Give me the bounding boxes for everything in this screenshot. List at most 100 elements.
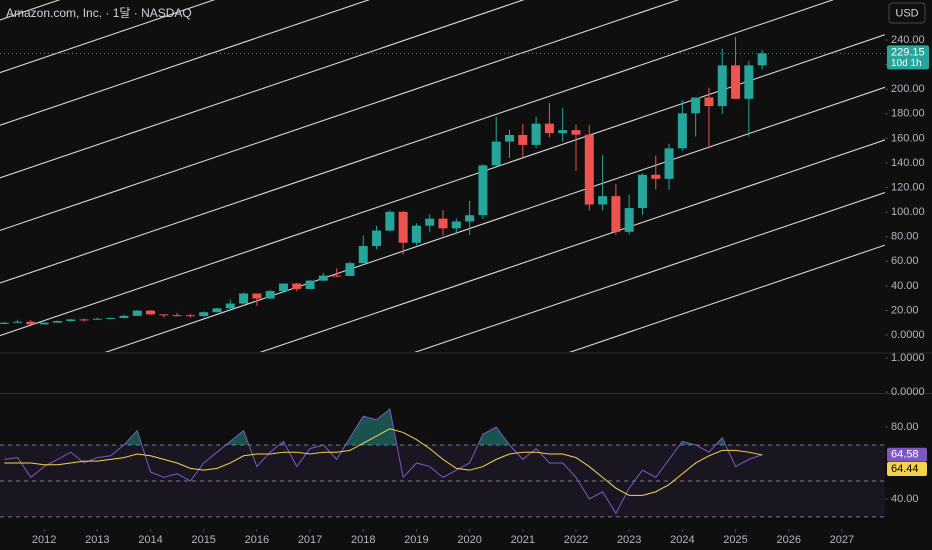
x-tick-label: 2026 [776, 534, 800, 546]
candle-body [717, 65, 727, 107]
rsi-line [4, 428, 763, 496]
x-tick-label: 2012 [32, 534, 56, 546]
candle-body [146, 310, 156, 315]
candle-body [79, 319, 89, 321]
x-tick-label: 2019 [404, 534, 428, 546]
candle-body [278, 283, 288, 292]
value-badge [887, 447, 927, 462]
y-tick-label: 240.00 [891, 34, 925, 46]
symbol-title: Amazon.com, Inc. · 1달 · NASDAQ [6, 6, 192, 20]
candle-body [651, 174, 661, 179]
value-badge-label: 64.58 [891, 449, 919, 461]
y-tick-label: 80.00 [891, 231, 919, 243]
trend-channel-line [104, 86, 885, 352]
candle-body [292, 283, 302, 289]
currency-button-label[interactable]: USD [895, 7, 918, 19]
candle-body [438, 218, 448, 229]
candle-body [677, 113, 687, 149]
candle-body [398, 211, 408, 243]
candle-body [106, 317, 116, 319]
x-tick-label: 2017 [298, 534, 322, 546]
trend-channel-line [0, 0, 680, 231]
y-tick-label: 120.00 [891, 181, 925, 193]
x-tick-label: 2022 [564, 534, 588, 546]
candle-body [318, 275, 328, 281]
candle-body [611, 196, 621, 232]
candle-body [119, 315, 129, 318]
y-tick-label: 80.00 [891, 421, 919, 433]
x-tick-label: 2023 [617, 534, 641, 546]
y-tick-label: 0.0000 [891, 329, 925, 341]
candle-body [637, 174, 647, 209]
candle-body [411, 225, 421, 243]
candle-body [199, 312, 209, 316]
candle-body [26, 321, 36, 325]
candle-body [531, 123, 541, 145]
candle-body [518, 134, 528, 145]
candle-body [385, 211, 395, 231]
candle-body [172, 315, 182, 317]
candle-body [451, 221, 461, 229]
last-price-label: 229.15 [891, 46, 925, 58]
candle-body [465, 215, 475, 222]
candle-body [358, 246, 368, 264]
candle-body [478, 165, 488, 216]
x-tick-label: 2015 [191, 534, 215, 546]
candle-body [544, 123, 554, 134]
candle-body [731, 65, 741, 99]
candle-body [132, 310, 142, 316]
value-badge [887, 461, 927, 476]
x-tick-label: 2014 [138, 534, 162, 546]
candle-body [345, 263, 355, 276]
y-tick-label: 140.00 [891, 157, 925, 169]
candle-body [305, 280, 315, 289]
y-tick-label: 1.0000 [891, 352, 925, 364]
candle-body [571, 130, 581, 135]
currency-button[interactable] [888, 2, 926, 24]
x-tick-label: 2024 [670, 534, 694, 546]
x-tick-label: 2016 [245, 534, 269, 546]
candle-body [92, 318, 102, 320]
trend-channel-line [0, 0, 835, 284]
y-tick-label: 160.00 [891, 132, 925, 144]
trend-channel-line [0, 0, 216, 74]
candle-body [704, 97, 714, 107]
candle-body [212, 308, 222, 313]
y-tick-label: 40.00 [891, 493, 919, 505]
candle-body [584, 134, 594, 205]
y-tick-label: 60.00 [891, 255, 919, 267]
candle-body [624, 208, 634, 232]
candle-body [505, 134, 515, 142]
candle-body [558, 130, 568, 134]
candle-body [225, 303, 235, 309]
candle-body [252, 293, 262, 299]
candle-body [185, 315, 195, 317]
candle-body [0, 322, 9, 324]
rsi-line [4, 408, 763, 515]
candle-body [332, 275, 342, 277]
candle-body [744, 65, 754, 99]
candle-body [13, 321, 23, 323]
x-tick-label: 2021 [511, 534, 535, 546]
candle-body [691, 97, 701, 114]
candle-body [491, 141, 501, 166]
x-tick-label: 2013 [85, 534, 109, 546]
trend-channel-line [0, 0, 370, 126]
x-tick-label: 2027 [830, 534, 854, 546]
candle-body [39, 322, 49, 325]
y-tick-label: 180.00 [891, 108, 925, 120]
y-tick-label: 200.00 [891, 83, 925, 95]
candle-body [598, 196, 608, 205]
x-tick-label: 2025 [723, 534, 747, 546]
candle-body [425, 218, 435, 226]
candle-body [52, 321, 62, 323]
y-tick-label: 40.00 [891, 280, 919, 292]
countdown-label: 10d 1h [891, 58, 922, 69]
value-badge-label: 64.44 [891, 463, 919, 475]
trend-channel-line [414, 191, 885, 352]
candle-body [265, 291, 275, 299]
candle-body [664, 148, 674, 179]
